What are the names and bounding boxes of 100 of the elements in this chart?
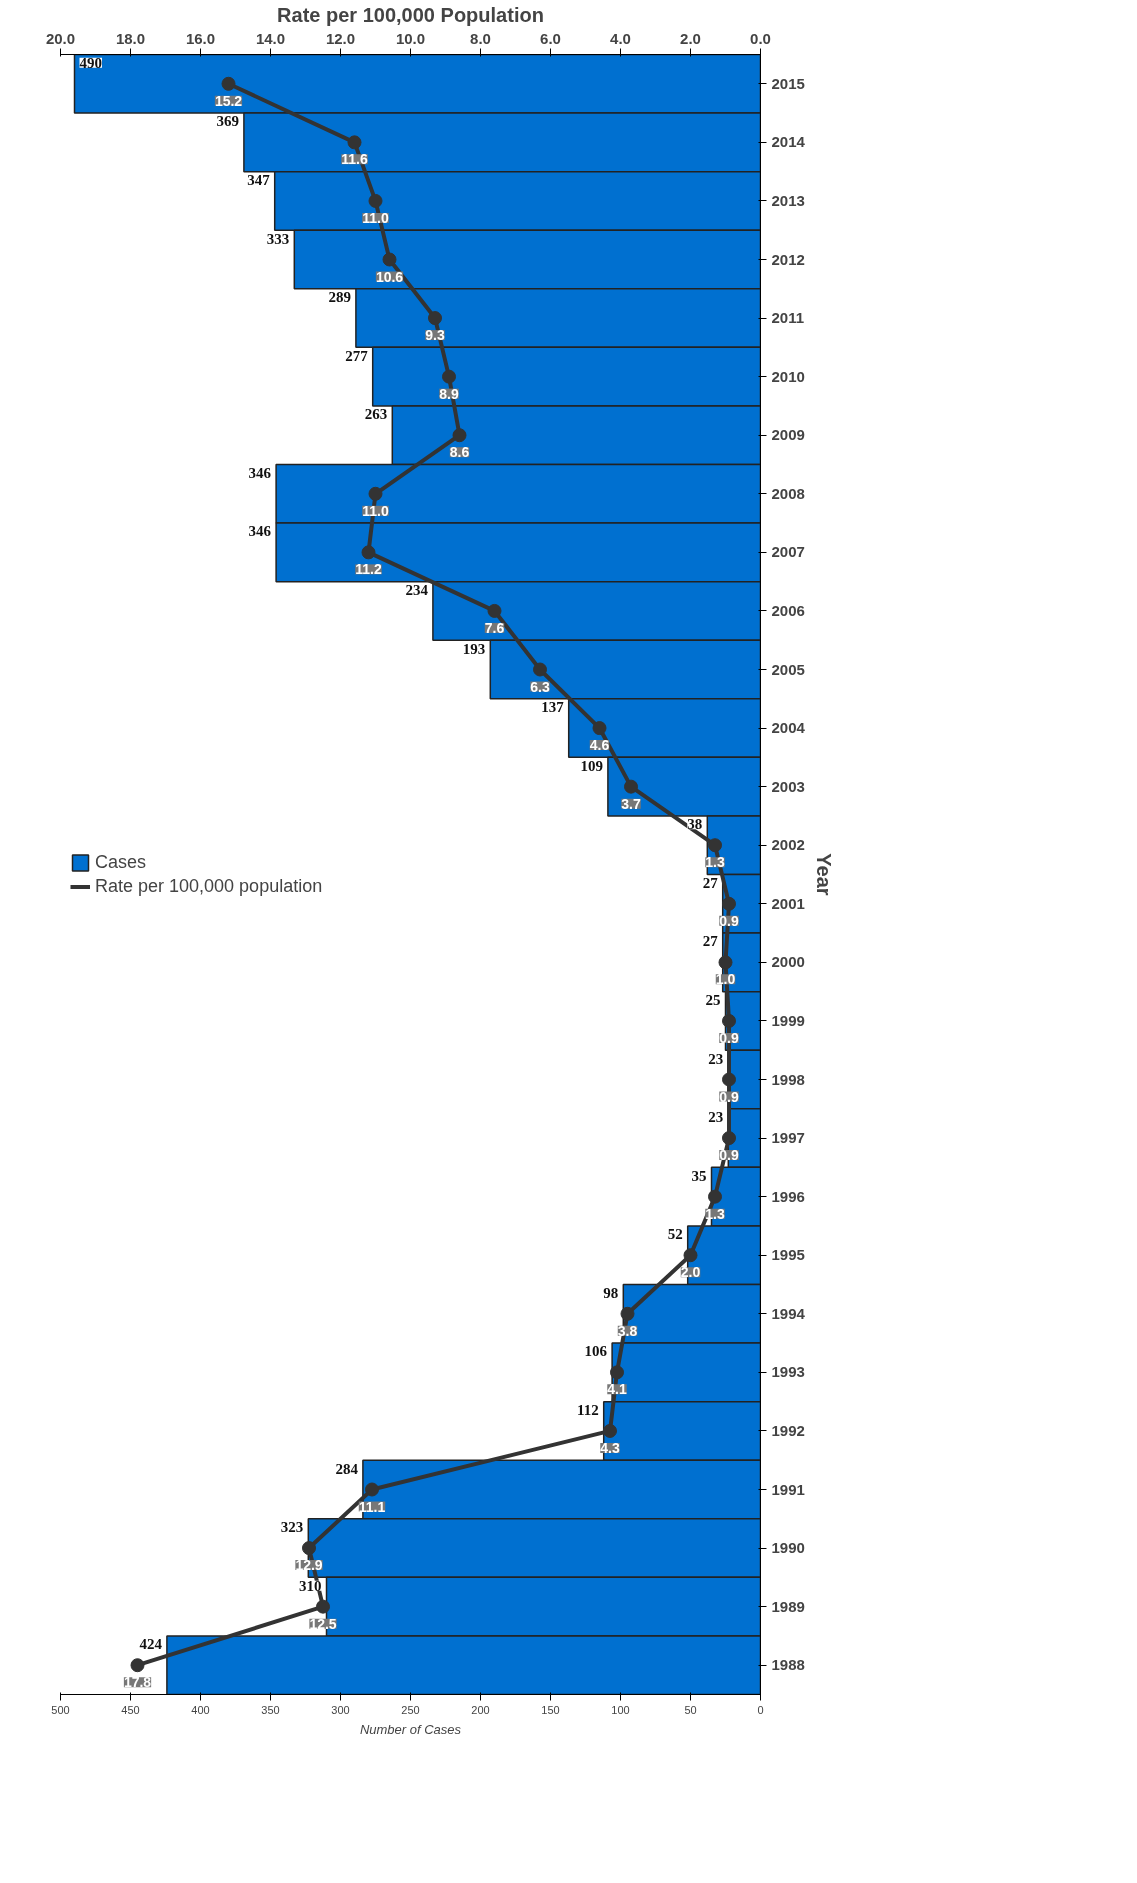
point [722,1131,736,1146]
x2-axis-title: Rate per 100,000 Population [277,3,544,26]
data-label: 11.6 [341,151,368,168]
point [533,662,547,677]
x2-tick-label: 4.0 [610,29,631,47]
y-tick-label: 1996 [771,1187,805,1205]
data-label: 263 [364,406,388,423]
data-label: 7.6 [484,619,505,636]
y-tick-label: 1997 [771,1129,805,1147]
point [620,1306,635,1321]
x-tick-label: 0 [757,1703,764,1716]
data-label: 12.5 [309,1615,337,1632]
x-tick-label: 100 [611,1703,630,1716]
point [302,1541,316,1556]
data-label: 8.9 [439,385,459,402]
data-label: 109 [580,757,603,774]
data-label: 11.1 [358,1498,386,1515]
x2-tick-label: 20.0 [45,29,76,47]
point [368,486,383,501]
y-tick-label: 2009 [771,426,805,444]
point [442,369,456,384]
data-label: 27 [702,933,719,950]
y-tick-label: 1999 [771,1011,805,1029]
point [316,1599,330,1614]
x-tick-label: 150 [541,1703,560,1716]
data-label: 52 [667,1226,683,1243]
point [722,1072,736,1087]
x-tick-label: 300 [331,1703,350,1716]
data-label: 98 [603,1284,619,1301]
point [718,955,733,970]
x-tick-label: 200 [471,1703,490,1716]
data-label: 4.1 [607,1381,627,1398]
data-label: 6.3 [530,678,550,695]
data-label: 112 [577,1401,599,1418]
y-tick-label: 2007 [771,543,805,561]
x2-tick-label: 6.0 [540,29,561,47]
y-tick-label: 1995 [771,1246,805,1264]
data-label: 11.2 [355,561,382,578]
data-label: 193 [462,640,486,657]
y-tick-label: 2008 [771,484,805,502]
y-tick-label: 1991 [771,1480,805,1498]
y-tick-label: 1992 [771,1421,805,1439]
x2-tick-label: 2.0 [680,29,701,47]
data-label: 17.8 [123,1674,152,1691]
point [722,896,736,911]
data-label: 10.6 [375,268,404,285]
y-tick-label: 2003 [771,777,805,795]
data-label: 106 [584,1343,608,1360]
x2-tick-label: 16.0 [185,29,216,47]
data-label: 15.2 [214,92,243,109]
point [368,193,383,208]
point [347,135,362,150]
y-tick-label: 1994 [771,1304,806,1322]
data-label: 4.6 [589,737,610,754]
point [708,838,722,853]
data-label: 23 [708,1050,724,1067]
point [603,1423,617,1438]
legend-label: Rate per 100,000 population [95,875,323,897]
y-tick-label: 1993 [771,1363,805,1381]
data-label: 284 [335,1460,359,1477]
y-tick-label: 2011 [771,309,805,327]
point [487,603,502,618]
y-tick-label: 2012 [771,250,805,268]
point [452,428,467,443]
data-label: 369 [216,113,239,130]
point [221,76,236,91]
data-label: 289 [328,289,351,306]
y-tick-label: 2013 [771,191,805,209]
legend-label: Cases [95,851,147,873]
x2-tick-label: 8.0 [470,29,491,47]
data-label: 333 [266,230,290,247]
data-label: 137 [541,699,565,716]
data-label: 323 [280,1519,304,1536]
x-tick-label: 400 [191,1703,210,1716]
point [361,545,376,560]
data-label: 0.9 [719,1029,739,1046]
point [130,1658,145,1673]
y-tick-label: 2005 [771,660,805,678]
y-tick-label: 2014 [771,133,806,151]
x-tick-label: 250 [401,1703,420,1716]
data-label: 2.0 [680,1264,701,1281]
x2-tick-label: 0.0 [750,29,771,47]
data-label: 4.3 [600,1439,620,1456]
data-label: 346 [248,464,272,481]
data-label: 347 [247,171,271,188]
y-tick-label: 2000 [771,953,805,971]
data-label: 11.0 [362,502,389,519]
y-tick-label: 2001 [771,894,805,912]
x2-tick-label: 14.0 [255,29,286,47]
data-label: 12.9 [295,1557,323,1574]
y-tick-label: 2004 [771,719,806,737]
point [708,1189,722,1204]
y-axis-title: Year [812,853,835,896]
y-tick-label: 2010 [771,367,805,385]
x-axis-title: Number of Cases [359,1721,462,1737]
data-label: 11.0 [362,209,389,226]
data-label: 23 [708,1109,724,1126]
point [365,1482,379,1497]
point [683,1248,698,1263]
point [624,779,638,794]
